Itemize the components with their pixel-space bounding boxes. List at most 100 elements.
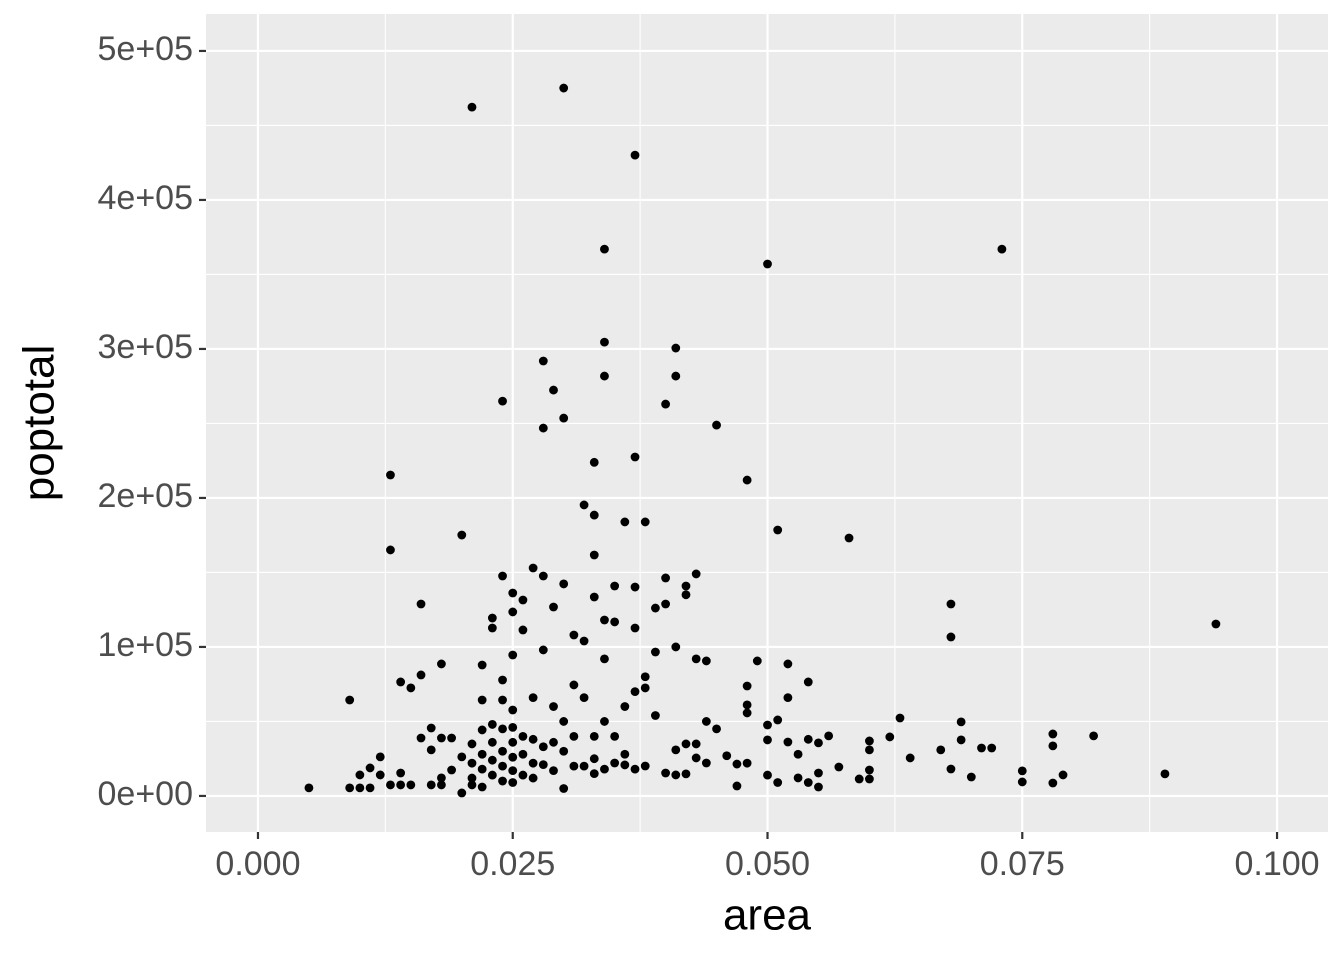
point: [579, 761, 589, 771]
point: [691, 654, 701, 664]
point: [426, 723, 436, 733]
point: [304, 783, 314, 793]
point: [681, 581, 691, 591]
point: [1211, 619, 1221, 629]
point: [803, 734, 813, 744]
point: [691, 753, 701, 763]
point: [814, 782, 823, 792]
point: [498, 396, 507, 406]
point: [630, 582, 640, 592]
point: [600, 764, 609, 774]
point: [814, 768, 823, 778]
point: [885, 732, 895, 742]
point: [773, 778, 783, 787]
point: [508, 607, 518, 617]
point: [691, 739, 701, 749]
point: [956, 717, 966, 727]
point: [701, 758, 711, 768]
point: [528, 773, 538, 783]
point: [538, 423, 548, 433]
point: [589, 592, 599, 602]
point: [508, 650, 518, 660]
point: [406, 780, 416, 790]
point: [630, 452, 640, 462]
point: [600, 371, 609, 381]
x-tick-label: 0.050: [725, 845, 810, 883]
point: [773, 525, 783, 535]
point: [589, 731, 599, 741]
point: [620, 517, 630, 527]
y-axis-title: poptotal: [15, 345, 64, 502]
point: [722, 751, 732, 761]
point: [355, 770, 365, 780]
point: [671, 371, 681, 381]
point: [477, 660, 487, 670]
point: [375, 752, 385, 762]
point: [498, 571, 507, 581]
point: [498, 746, 507, 756]
point: [589, 754, 599, 764]
point: [701, 656, 711, 666]
point: [742, 475, 752, 485]
point: [895, 713, 905, 723]
point: [396, 677, 406, 687]
point: [528, 734, 538, 744]
point: [661, 573, 671, 583]
point: [671, 343, 681, 353]
point: [559, 717, 569, 726]
point: [498, 776, 507, 786]
point: [732, 781, 742, 791]
point: [600, 337, 609, 347]
point: [386, 545, 395, 555]
y-tick-label: 4e+05: [98, 179, 194, 217]
point: [630, 623, 640, 633]
point: [1048, 729, 1058, 739]
point: [467, 758, 477, 768]
point: [477, 782, 487, 792]
point: [763, 259, 772, 269]
point: [824, 731, 834, 741]
point: [549, 385, 558, 395]
point: [793, 749, 803, 759]
x-tick-label: 0.025: [470, 845, 555, 883]
point: [701, 717, 711, 726]
point: [630, 764, 640, 774]
point: [742, 758, 752, 768]
point: [569, 761, 579, 771]
point: [528, 563, 538, 573]
point: [508, 766, 518, 776]
point: [406, 683, 416, 693]
point: [508, 723, 518, 732]
point: [549, 737, 558, 747]
point: [559, 784, 569, 793]
point: [538, 742, 548, 752]
x-tick-label: 0.100: [1234, 845, 1319, 883]
point: [498, 675, 507, 685]
point: [437, 733, 446, 743]
point: [518, 731, 528, 741]
point: [467, 739, 477, 749]
point: [834, 762, 844, 772]
point: [487, 770, 497, 780]
ticks: 0.000 0.025 0.050 0.075 0.100 0e+00 1e+05 2e+05…: [98, 30, 1320, 883]
point: [589, 769, 599, 778]
point: [671, 770, 681, 780]
point: [620, 749, 630, 759]
point: [498, 761, 507, 771]
point: [365, 783, 375, 793]
point: [763, 735, 772, 745]
point: [997, 244, 1007, 254]
point: [1048, 778, 1058, 788]
point: [865, 745, 874, 755]
point: [467, 102, 477, 112]
point: [620, 760, 630, 770]
point: [498, 695, 507, 705]
point: [549, 702, 558, 711]
point: [640, 683, 650, 693]
point: [386, 780, 395, 790]
point: [793, 773, 803, 783]
point: [426, 780, 436, 790]
point: [589, 457, 599, 467]
point: [365, 763, 375, 773]
point: [508, 752, 518, 762]
